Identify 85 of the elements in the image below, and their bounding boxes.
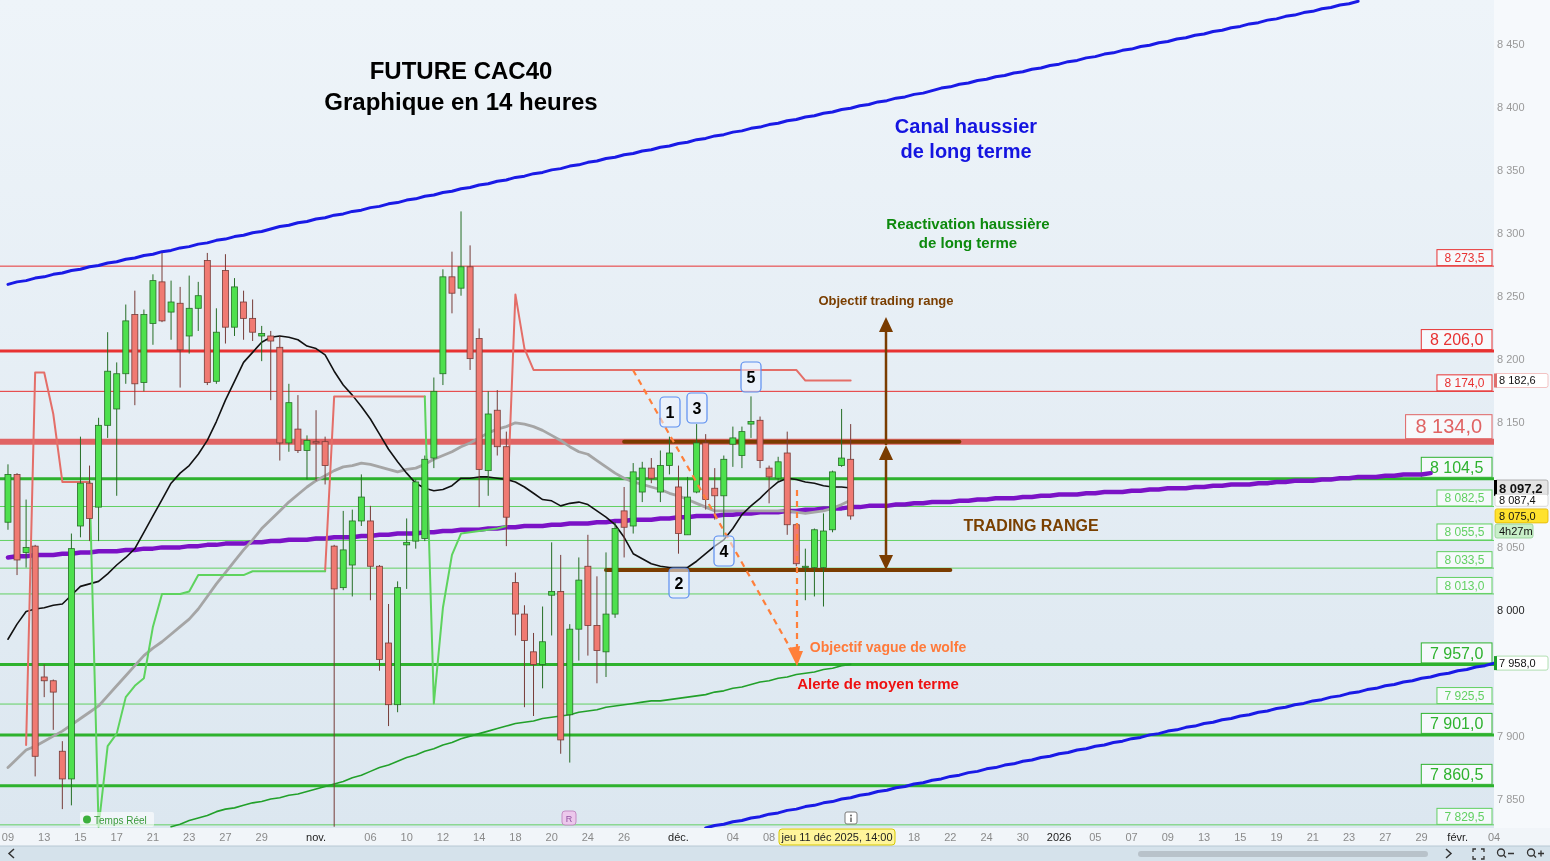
annotation: Objectif vague de wolfe	[809, 639, 967, 656]
x-tick-label: 21	[1306, 831, 1319, 843]
x-tick-label: 04	[726, 831, 739, 843]
y-tick-label: 8 250	[1497, 289, 1525, 302]
y-tick-label: 8 350	[1497, 163, 1525, 176]
ref-line-label: 8 033,5	[1444, 553, 1485, 568]
x-tick-label: 07	[1125, 831, 1138, 843]
x-tick-label: 27	[219, 831, 232, 843]
ref-line-label: 8 013,0	[1444, 578, 1485, 593]
x-tick-label: 20	[545, 831, 558, 843]
ref-line-label: 7 901,0	[1429, 714, 1484, 732]
x-tick-label: 06	[364, 831, 377, 843]
y-tick-label: 8 450	[1497, 38, 1525, 51]
x-tick-label: 21	[146, 831, 160, 843]
x-tick-label: 30	[1016, 831, 1029, 843]
x-tick-label: 14	[473, 831, 486, 843]
x-tick-label: 29	[1415, 831, 1428, 843]
x-tick-label: 23	[1342, 831, 1356, 843]
ref-line-label: 8 104,5	[1429, 458, 1484, 476]
ref-line-label: 8 174,0	[1444, 376, 1485, 391]
x-tick-label: 26	[618, 831, 631, 843]
y-tick-label: 8 150	[1497, 415, 1525, 428]
annotation: Temps Réel	[94, 814, 147, 826]
annotation: R	[565, 814, 573, 824]
x-tick-label: 15	[1234, 831, 1247, 843]
text: Graphique en 14 heures	[324, 88, 598, 115]
text: jeu 11 déc 2025, 14:00	[780, 831, 893, 843]
annotation: Reactivation haussière de long terme	[886, 215, 1050, 251]
annotation: 2	[674, 575, 684, 592]
ref-line-label: 7 829,5	[1444, 809, 1485, 824]
x-tick-label: 12	[436, 831, 450, 843]
x-tick-label: nov.	[306, 831, 327, 843]
letter-badge: R	[561, 810, 577, 826]
y-tick-label: 8 300	[1497, 226, 1525, 239]
x-tick-label: 24	[581, 831, 595, 843]
text: 8 087,4	[1499, 494, 1536, 507]
annotation: 5	[746, 369, 756, 386]
text: 7 958,0	[1499, 657, 1536, 670]
x-tick-label: 18	[509, 831, 522, 843]
annotation: 3	[692, 400, 702, 417]
x-tick-label: févr.	[1447, 831, 1469, 843]
x-tick-label: 13	[1197, 831, 1211, 843]
ref-line-label: 7 925,5	[1444, 689, 1485, 704]
annotation: Alerte de moyen terme	[797, 675, 959, 692]
x-tick-label: 19	[1270, 831, 1283, 843]
y-tick-label: 8 050	[1497, 541, 1525, 554]
y-tick-label: 7 900	[1497, 730, 1525, 743]
text: 8 182,6	[1499, 374, 1536, 387]
x-tick-label: 04	[1487, 831, 1501, 843]
x-tick-label: 05	[1089, 831, 1102, 843]
text: 8 075,0	[1499, 509, 1536, 522]
x-tick-label: 17	[110, 831, 123, 843]
annotation: 4	[719, 543, 729, 560]
x-tick-label: 27	[1379, 831, 1392, 843]
ref-line-label: 8 134,0	[1415, 415, 1483, 438]
x-tick-label: 10	[400, 831, 413, 843]
x-tick-label: 2026	[1046, 831, 1072, 843]
y-tick-label: 8 200	[1497, 352, 1525, 365]
x-tick-label: 22	[944, 831, 957, 843]
x-tick-label: 18	[907, 831, 921, 843]
annotation: TRADING RANGE	[963, 517, 1099, 534]
ref-line-label: 8 082,5	[1444, 491, 1485, 506]
ref-line-label: 7 957,0	[1429, 644, 1484, 662]
x-tick-label: 09	[1161, 831, 1174, 843]
x-tick-label: 24	[980, 831, 993, 843]
x-tick-label: 09	[1, 831, 15, 843]
y-tick-label: 8 000	[1497, 604, 1525, 617]
y-tick-label: 8 400	[1497, 100, 1525, 113]
annotation: 1	[665, 404, 675, 421]
ref-line-label: 8 273,5	[1444, 251, 1485, 266]
text: 4h27m	[1499, 524, 1533, 537]
x-tick-label: déc.	[668, 831, 689, 843]
ref-line-label: 7 860,5	[1429, 765, 1484, 783]
x-tick-label: 29	[255, 831, 268, 843]
x-tick-label: 23	[183, 831, 196, 843]
annotation: Objectif trading range	[818, 293, 954, 308]
ref-line-label: 8 055,5	[1444, 525, 1485, 540]
text: FUTURE CAC40	[369, 57, 553, 84]
y-tick-label: 7 850	[1497, 793, 1525, 806]
x-tick-label: 08	[762, 831, 776, 843]
x-tick-label: 13	[38, 831, 51, 843]
x-tick-label: 15	[74, 831, 87, 843]
annotation: Canal haussier de long terme	[894, 115, 1038, 162]
text: 8 097,2	[1499, 480, 1543, 496]
ref-line-label: 8 206,0	[1429, 331, 1484, 349]
